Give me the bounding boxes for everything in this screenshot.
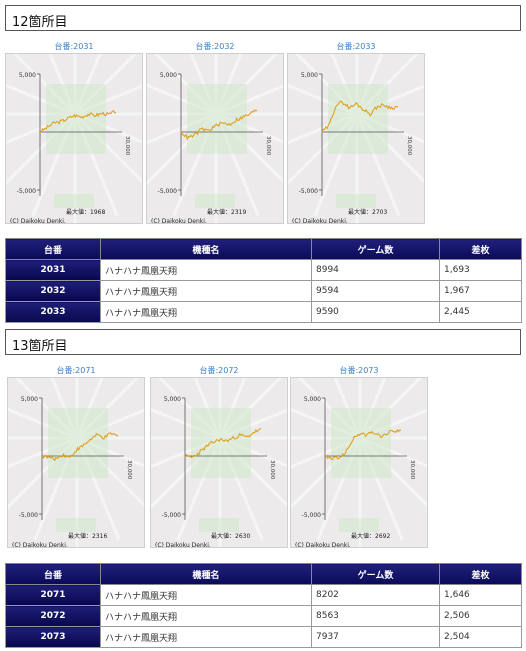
- game-count: 8563: [311, 605, 440, 627]
- chart-label: 台番:2032: [195, 42, 235, 51]
- machine-no: 2033: [5, 301, 101, 323]
- table-row: 2072 ハナハナ鳳凰天翔 8563 2,506: [5, 605, 522, 627]
- header-machine-no: 台番: [5, 238, 101, 260]
- slump-graph-2071[interactable]: 台番:2071 5,000 -5,000 30,000 最大値：2316 (C) Dai…: [7, 365, 145, 548]
- axis-label-ymax: 5,000: [304, 396, 321, 403]
- chart-panel: 5,000 -5,000 30,000 最大値：2316 (C) Daikoku Den…: [7, 377, 145, 548]
- table-row: 2033 ハナハナ鳳凰天翔 9590 2,445: [5, 301, 522, 323]
- chart-panel: 5,000 -5,000 30,000 最大値：2630 (C) Daikoku Den…: [150, 377, 288, 548]
- axis-label-ymax: 5,000: [21, 396, 38, 403]
- machine-table-12: 台番 機種名 ゲーム数 差枚 2031 ハナハナ鳳凰天翔 8994 1,693 …: [5, 238, 522, 323]
- copyright-label: (C) Daikoku Denki.: [151, 218, 207, 224]
- slump-graph-2031[interactable]: 台番:2031 5,000 -5,000 30,000 最大値：1968 (C) Dai…: [5, 41, 143, 224]
- axis-label-ymin: -5,000: [19, 512, 39, 519]
- diff-count: 2,506: [439, 605, 522, 627]
- machine-no: 2032: [5, 280, 101, 302]
- chart-label: 台番:2072: [199, 366, 239, 375]
- max-value-label: 最大値：2319: [207, 208, 246, 216]
- machine-table-13: 台番 機種名 ゲーム数 差枚 2071 ハナハナ鳳凰天翔 8202 1,646 …: [5, 563, 522, 648]
- header-model: 機種名: [100, 238, 312, 260]
- axis-label-xend: 30,000: [265, 136, 271, 156]
- max-value-label: 最大値：2692: [351, 532, 390, 540]
- axis-label-ymin: -5,000: [299, 188, 319, 195]
- chart-panel: 5,000 -5,000 30,000 最大値：1968 (C) Daikoku Den…: [5, 53, 143, 224]
- chart-panel: 5,000 -5,000 30,000 最大値：2319 (C) Daikoku Den…: [146, 53, 284, 224]
- model-name: ハナハナ鳳凰天翔: [100, 301, 312, 323]
- chart-label: 台番:2071: [56, 366, 96, 375]
- chart-label: 台番:2073: [339, 366, 379, 375]
- diff-count: 1,693: [439, 259, 522, 281]
- game-count: 7937: [311, 626, 440, 648]
- slump-line: [184, 427, 262, 458]
- chart-label: 台番:2033: [336, 42, 376, 51]
- axis-label-xend: 30,000: [409, 460, 415, 480]
- copyright-label: (C) Daikoku Denki.: [155, 542, 211, 548]
- machine-no: 2071: [5, 584, 101, 606]
- slump-line: [39, 109, 117, 134]
- copyright-label: (C) Daikoku Denki.: [10, 218, 66, 224]
- copyright-label: (C) Daikoku Denki.: [292, 218, 348, 224]
- header-diff: 差枚: [439, 238, 522, 260]
- axis-label-xend: 30,000: [406, 136, 412, 156]
- model-name: ハナハナ鳳凰天翔: [100, 584, 312, 606]
- axis-label-ymax: 5,000: [164, 396, 181, 403]
- header-games: ゲーム数: [311, 238, 440, 260]
- axis-label-ymax: 5,000: [301, 72, 318, 79]
- copyright-label: (C) Daikoku Denki.: [12, 542, 68, 548]
- model-name: ハナハナ鳳凰天翔: [100, 626, 312, 648]
- header-diff: 差枚: [439, 563, 522, 585]
- axis-label-xend: 30,000: [124, 136, 130, 156]
- chart-panel: 5,000 -5,000 30,000 最大値：2692 (C) Daikoku Den…: [290, 377, 428, 548]
- chart-label: 台番:2031: [54, 42, 94, 51]
- model-name: ハナハナ鳳凰天翔: [100, 280, 312, 302]
- slump-line: [180, 109, 258, 141]
- slump-graph-2032[interactable]: 台番:2032 5,000 -5,000 30,000 最大値：2319 (C) Dai…: [146, 41, 284, 224]
- max-value-label: 最大値：2630: [211, 532, 250, 540]
- section-title-12: 12箇所目: [5, 5, 521, 31]
- slump-graph-2033[interactable]: 台番:2033 5,000 -5,000 30,000 最大値：2703 (C) Dai…: [287, 41, 425, 224]
- slump-line: [325, 429, 402, 460]
- header-games: ゲーム数: [311, 563, 440, 585]
- axis-label-ymin: -5,000: [302, 512, 322, 519]
- game-count: 8994: [311, 259, 440, 281]
- slump-graph-2073[interactable]: 台番:2073 5,000 -5,000 30,000 最大値：2692 (C) Dai…: [290, 365, 428, 548]
- table-row: 2032 ハナハナ鳳凰天翔 9594 1,967: [5, 280, 522, 302]
- diff-count: 2,504: [439, 626, 522, 648]
- game-count: 9590: [311, 301, 440, 323]
- max-value-label: 最大値：2316: [68, 532, 107, 540]
- model-name: ハナハナ鳳凰天翔: [100, 605, 312, 627]
- game-count: 8202: [311, 584, 440, 606]
- diff-count: 1,967: [439, 280, 522, 302]
- table-row: 2071 ハナハナ鳳凰天翔 8202 1,646: [5, 584, 522, 606]
- header-machine-no: 台番: [5, 563, 101, 585]
- axis-label-ymin: -5,000: [17, 188, 37, 195]
- max-value-label: 最大値：2703: [348, 208, 387, 216]
- diff-count: 1,646: [439, 584, 522, 606]
- slump-line: [321, 100, 399, 133]
- section-title-13: 13箇所目: [5, 329, 521, 355]
- axis-label-ymin: -5,000: [162, 512, 182, 519]
- axis-label-xend: 30,000: [269, 460, 275, 480]
- machine-no: 2031: [5, 259, 101, 281]
- game-count: 9594: [311, 280, 440, 302]
- chart-panel: 5,000 -5,000 30,000 最大値：2703 (C) Daikoku Den…: [287, 53, 425, 224]
- machine-no: 2072: [5, 605, 101, 627]
- table-row: 2073 ハナハナ鳳凰天翔 7937 2,504: [5, 626, 522, 648]
- diff-count: 2,445: [439, 301, 522, 323]
- axis-label-ymin: -5,000: [158, 188, 178, 195]
- axis-label-ymax: 5,000: [160, 72, 177, 79]
- copyright-label: (C) Daikoku Denki.: [295, 542, 351, 548]
- max-value-label: 最大値：1968: [66, 208, 105, 216]
- axis-label-xend: 30,000: [126, 460, 132, 480]
- model-name: ハナハナ鳳凰天翔: [100, 259, 312, 281]
- slump-line: [41, 432, 119, 462]
- header-model: 機種名: [100, 563, 312, 585]
- table-row: 2031 ハナハナ鳳凰天翔 8994 1,693: [5, 259, 522, 281]
- axis-label-ymax: 5,000: [19, 72, 36, 79]
- machine-no: 2073: [5, 626, 101, 648]
- slump-graph-2072[interactable]: 台番:2072 5,000 -5,000 30,000 最大値：2630 (C) Dai…: [150, 365, 288, 548]
